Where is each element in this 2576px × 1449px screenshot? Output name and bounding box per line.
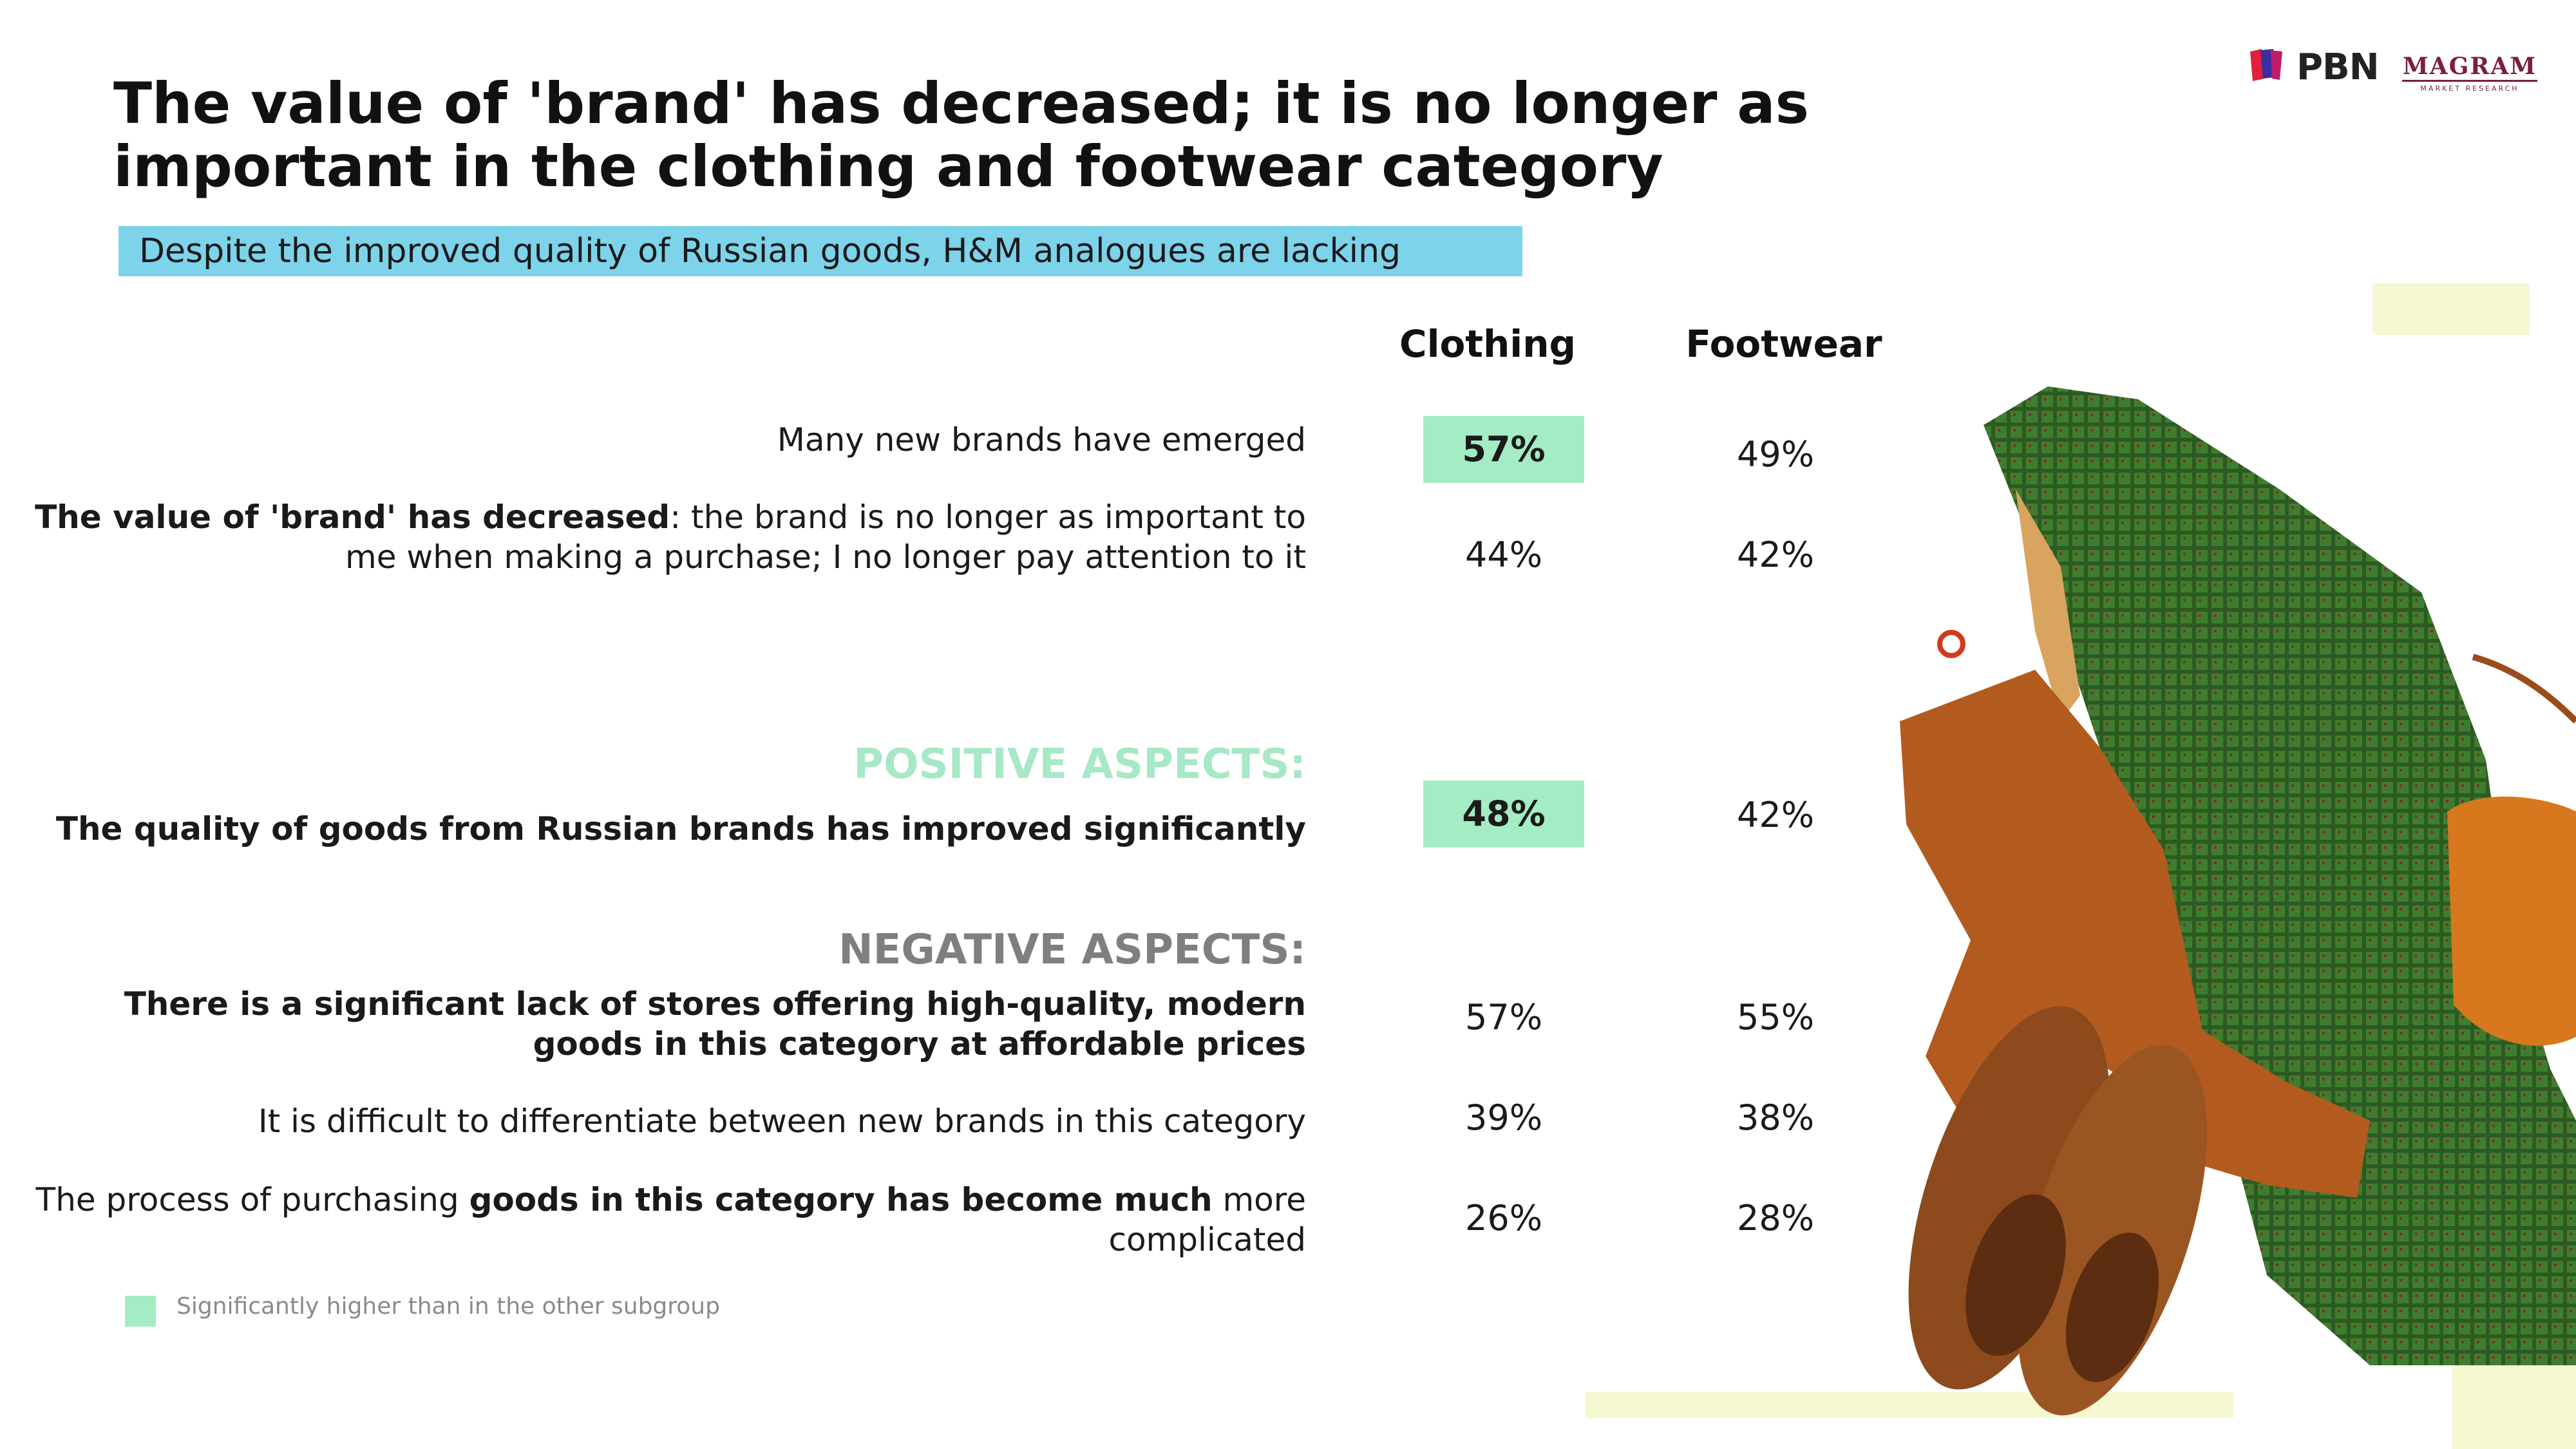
value-clothing-lack-of-stores: 57%: [1464, 997, 1543, 1037]
pbn-logo-text: PBN: [2297, 46, 2380, 88]
decor-block-top: [2372, 283, 2530, 335]
value-footwear-differentiate: 38%: [1736, 1097, 1815, 1138]
subtitle-banner: Despite the improved quality of Russian …: [118, 226, 1522, 276]
row-label-purchasing-bold: goods in this category has become much: [469, 1181, 1213, 1218]
row-label-new-brands: Many new brands have emerged: [777, 421, 1306, 459]
value-clothing-differentiate: 39%: [1464, 1097, 1543, 1138]
magram-logo-subtext: MARKET RESEARCH: [2420, 84, 2519, 93]
value-clothing-brand-value: 44%: [1464, 535, 1543, 575]
clothing-photo: [1900, 386, 2576, 1416]
page-title: The value of 'brand' has decreased; it i…: [113, 70, 1809, 200]
value-footwear-purchasing-complicated: 28%: [1736, 1198, 1815, 1238]
magram-logo-text: MAGRAM: [2402, 53, 2537, 82]
row-label-brand-value: The value of 'brand' has decreased: the …: [18, 497, 1306, 577]
negative-aspects-heading: NEGATIVE ASPECTS:: [838, 926, 1306, 974]
row-label-brand-value-bold: The value of 'brand' has decreased: [35, 498, 670, 536]
value-clothing-new-brands: 57%: [1423, 416, 1584, 483]
value-footwear-quality-improved: 42%: [1736, 795, 1815, 835]
value-clothing-quality-improved: 48%: [1423, 781, 1584, 848]
subtitle-text: Despite the improved quality of Russian …: [139, 232, 1401, 270]
value-footwear-brand-value: 42%: [1736, 535, 1815, 575]
decor-block-bottom: [1586, 1392, 2233, 1418]
row-label-lack-of-stores: There is a significant lack of stores of…: [124, 985, 1306, 1063]
row-label-brand-value-rest: : the brand is no longer as important to…: [345, 498, 1306, 576]
column-header-footwear: Footwear: [1685, 322, 1882, 366]
row-label-purchasing-complicated: The process of purchasing goods in this …: [18, 1180, 1306, 1260]
legend-text: Significantly higher than in the other s…: [176, 1293, 720, 1320]
row-label-purchasing-pre: The process of purchasing: [35, 1181, 469, 1218]
positive-aspects-heading: POSITIVE ASPECTS:: [853, 741, 1306, 788]
row-label-purchasing-post: more complicated: [1108, 1181, 1306, 1258]
row-label-differentiate: It is difficult to differentiate between…: [258, 1103, 1306, 1140]
value-clothing-purchasing-complicated: 26%: [1464, 1198, 1543, 1238]
column-header-clothing: Clothing: [1399, 322, 1576, 366]
row-label-quality-improved: The quality of goods from Russian brands…: [55, 810, 1306, 848]
legend-swatch: [125, 1296, 156, 1327]
pbn-logo-icon: [2250, 49, 2282, 81]
value-footwear-new-brands: 49%: [1736, 434, 1815, 475]
magram-logo: MAGRAM MARKET RESEARCH: [2402, 53, 2537, 93]
value-footwear-lack-of-stores: 55%: [1736, 997, 1815, 1037]
